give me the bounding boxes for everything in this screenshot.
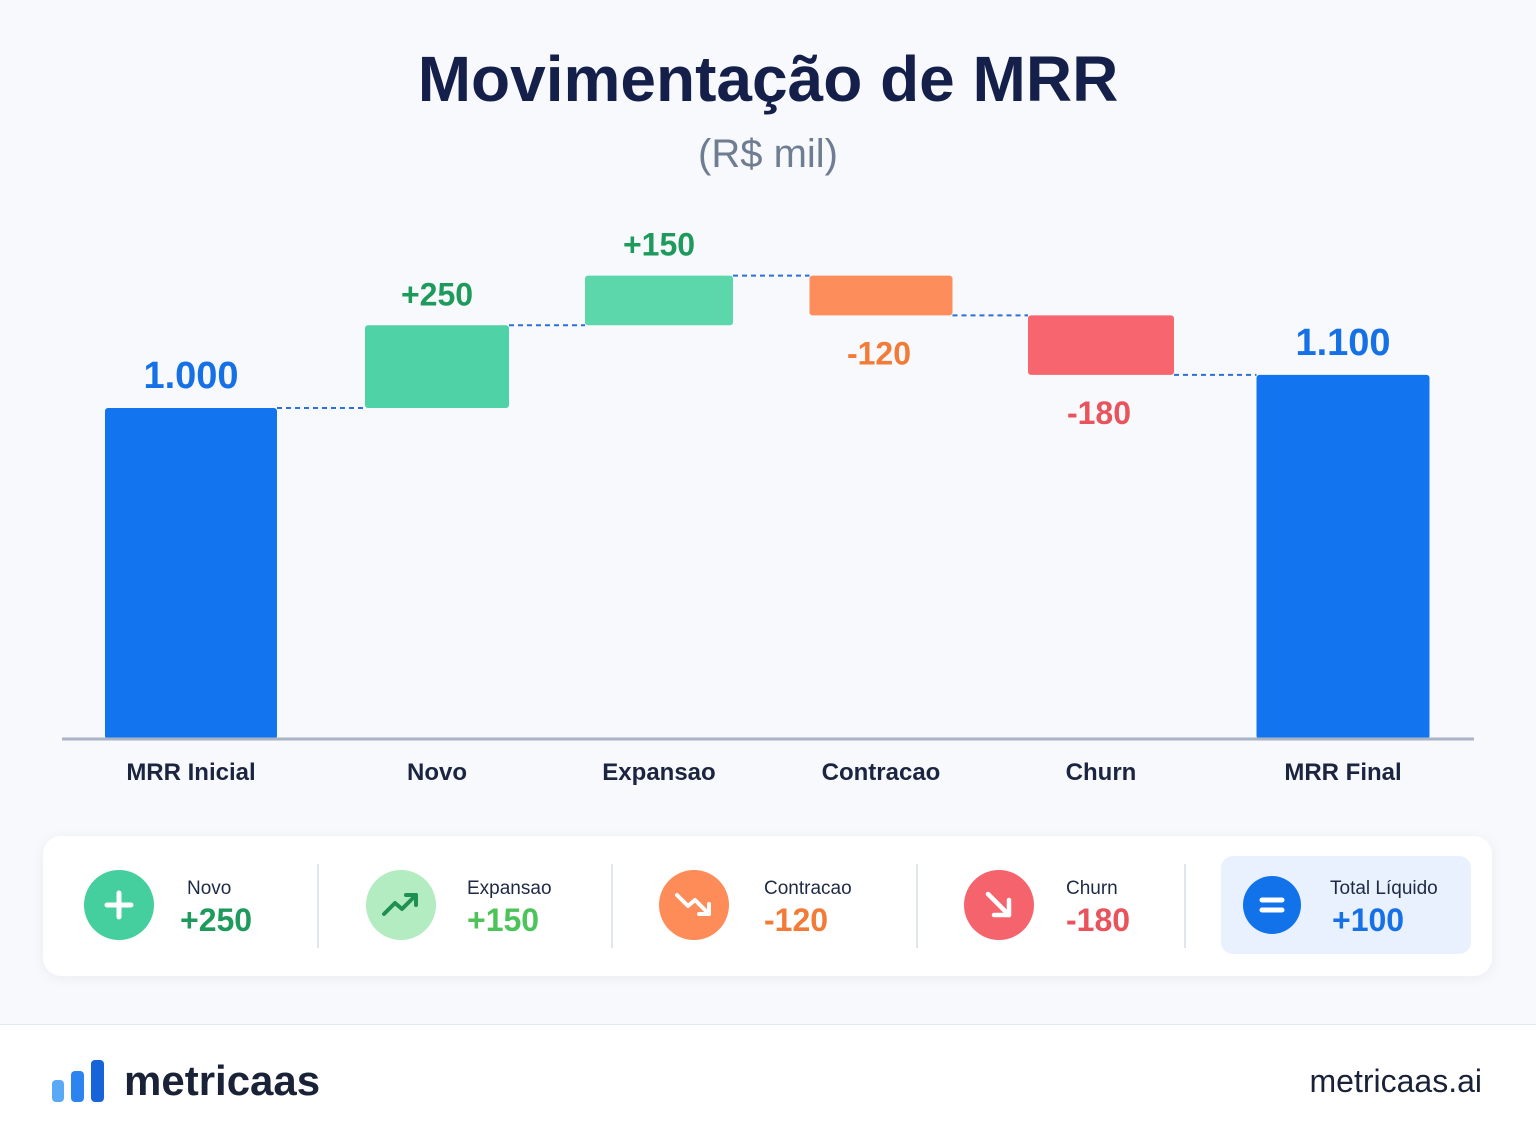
- x-tick-label: MRR Inicial: [126, 759, 255, 786]
- data-label: 1.000: [143, 355, 238, 397]
- bar-novo: [365, 325, 509, 408]
- site-link[interactable]: metricaas.ai: [1309, 1063, 1483, 1099]
- summary-value: +250: [180, 902, 253, 938]
- summary-divider: [1184, 864, 1186, 948]
- data-label: -180: [1067, 395, 1131, 431]
- summary-value: +150: [467, 902, 540, 938]
- bar-mrr-inicial: [105, 408, 277, 739]
- bar-contracao: [809, 275, 953, 316]
- bar-churn: [1028, 315, 1174, 375]
- data-label: 1.100: [1295, 322, 1390, 364]
- summary-label: Expansao: [467, 878, 552, 899]
- chart-title: Movimentação de MRR: [417, 43, 1119, 115]
- x-tick-label: Expansao: [602, 759, 715, 786]
- summary-label: Churn: [1066, 878, 1118, 899]
- summary-divider: [611, 864, 613, 948]
- bar-mrr-final: [1256, 374, 1430, 739]
- x-tick-label: MRR Final: [1284, 759, 1401, 786]
- bar-expansao: [585, 275, 733, 326]
- chart-subtitle: (R$ mil): [698, 132, 838, 176]
- summary-divider: [916, 864, 918, 948]
- waterfall-chart: 1.000 +250 +150 -120 -180 1.100 MRR Inicial Nov…: [62, 227, 1474, 786]
- footer: metricaas metricaas.ai: [0, 1025, 1536, 1136]
- x-tick-label: Churn: [1066, 759, 1137, 786]
- summary-label: Contracao: [764, 878, 852, 899]
- arrow-down-right-icon: [964, 870, 1034, 940]
- bar-chart-logo-icon: [52, 1060, 104, 1102]
- trending-up-icon: [366, 870, 436, 940]
- summary-label: Novo: [187, 878, 232, 899]
- summary-label: Total Líquido: [1330, 878, 1438, 899]
- data-label: +250: [401, 276, 473, 312]
- summary-panel: Novo +250 Expansao +150 Contracao -120 C…: [43, 836, 1492, 976]
- summary-value: -120: [764, 902, 829, 938]
- x-tick-label: Novo: [407, 759, 467, 786]
- summary-divider: [317, 864, 319, 948]
- x-tick-label: Contracao: [822, 759, 941, 786]
- plus-icon: [84, 870, 154, 940]
- data-label: +150: [623, 227, 695, 263]
- brand-name: metricaas: [124, 1057, 321, 1104]
- data-label: -120: [847, 335, 911, 371]
- brand-logo: metricaas: [52, 1057, 320, 1105]
- summary-value: +100: [1332, 902, 1405, 938]
- footer-divider: [0, 1024, 1536, 1025]
- summary-value: -180: [1066, 902, 1131, 938]
- trending-down-icon: [659, 870, 729, 940]
- equals-icon: [1243, 876, 1301, 934]
